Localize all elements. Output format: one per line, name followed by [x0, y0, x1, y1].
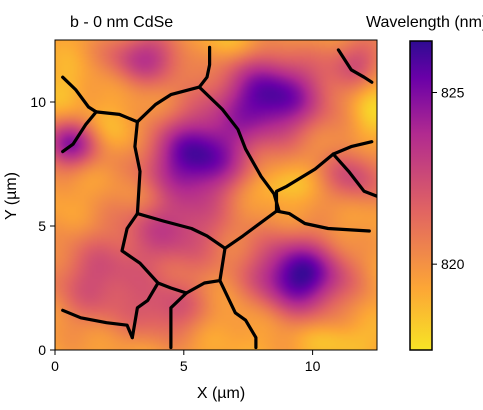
grain-boundary-line: [61, 75, 98, 114]
y-tick-label: 10: [30, 94, 46, 110]
heatmap-raster: [55, 40, 377, 350]
grain-boundary-line: [94, 110, 139, 124]
x-axis: 0 5 10: [51, 350, 321, 374]
grain-boundary-line: [130, 281, 160, 340]
grain-boundary-line: [274, 140, 374, 213]
chart-title: b - 0 nm CdSe: [70, 14, 173, 31]
grain-boundary-line: [61, 308, 134, 340]
x-tick-label: 5: [180, 358, 188, 374]
colorbar-tick-label: 820: [441, 256, 465, 272]
grain-boundary-line: [61, 110, 98, 154]
colorbar-tick-label: 825: [441, 85, 465, 101]
y-tick-label: 5: [38, 218, 46, 234]
colorbar-ticks: 820 825: [432, 85, 465, 272]
plot-frame: [54, 39, 378, 351]
y-tick-label: 0: [38, 342, 46, 358]
x-tick-label: 0: [51, 358, 59, 374]
grain-boundaries: [61, 45, 377, 350]
x-tick-label: 10: [305, 358, 321, 374]
grain-boundary-line: [133, 120, 142, 216]
grain-boundary-line: [197, 85, 281, 213]
colorbar-label: Wavelength (nm): [366, 14, 483, 31]
grain-boundary-line: [184, 246, 227, 295]
grain-boundary-line: [336, 48, 374, 84]
grain-boundary-line: [218, 279, 258, 350]
grain-boundary-line: [120, 212, 188, 295]
heatmap-raster-wrap: [55, 40, 377, 350]
grain-boundary-line: [169, 291, 188, 350]
grain-boundary-line: [331, 152, 377, 198]
colorbar: [409, 40, 433, 351]
grain-boundary-line: [135, 209, 279, 250]
y-axis-label: Y (µm): [3, 172, 20, 220]
grain-boundary-line: [274, 209, 371, 233]
y-axis: 0 5 10: [30, 94, 55, 358]
x-axis-label: X (µm): [197, 385, 245, 402]
